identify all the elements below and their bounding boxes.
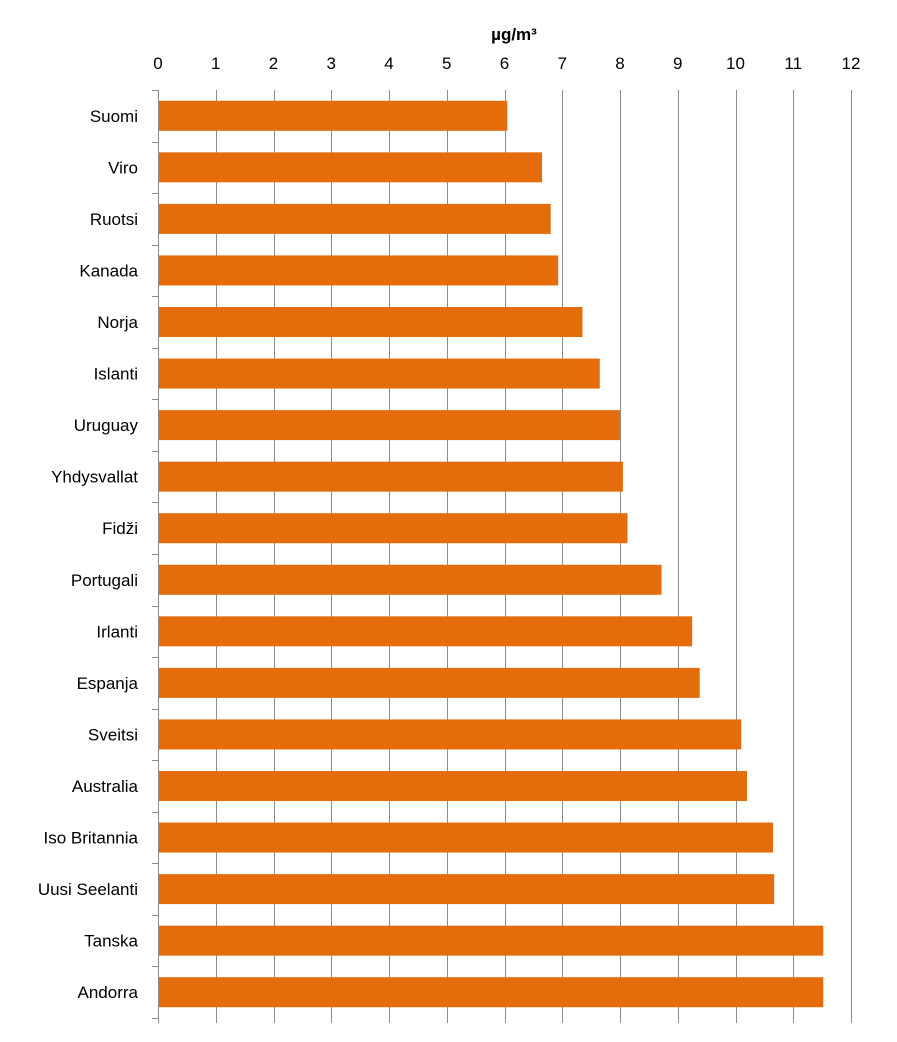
- bar-islanti: [159, 358, 600, 389]
- x-tick-label-3: 3: [327, 54, 336, 73]
- x-tick-label-12: 12: [842, 54, 861, 73]
- x-tick-label-11: 11: [784, 54, 802, 73]
- category-label: Tanska: [84, 932, 138, 951]
- category-label: Iso Britannia: [44, 829, 139, 848]
- bar-irlanti: [159, 616, 693, 647]
- category-label: Kanada: [79, 261, 138, 280]
- x-tick-label-0: 0: [153, 54, 162, 73]
- x-tick-label-1: 1: [211, 54, 220, 73]
- bar-viro: [159, 152, 543, 183]
- x-tick-label-9: 9: [673, 54, 682, 73]
- category-label: Portugali: [71, 571, 138, 590]
- category-label: Ruotsi: [90, 210, 138, 229]
- x-tick-label-8: 8: [615, 54, 624, 73]
- bar-fidži: [159, 513, 628, 544]
- bar-iso-britannia: [159, 822, 774, 853]
- bar-australia: [159, 771, 748, 801]
- category-label: Norja: [97, 313, 138, 332]
- bars: [159, 100, 824, 1008]
- bar-andorra: [159, 977, 824, 1008]
- x-tick-label-10: 10: [726, 54, 745, 73]
- bar-suomi: [159, 100, 508, 131]
- x-tick-label-6: 6: [500, 54, 509, 73]
- category-label: Islanti: [94, 365, 138, 384]
- category-label: Andorra: [78, 983, 139, 1002]
- x-tick-label-5: 5: [442, 54, 451, 73]
- category-label: Australia: [72, 777, 139, 796]
- bar-espanja: [159, 667, 700, 698]
- category-label: Espanja: [77, 674, 139, 693]
- bar-ruotsi: [159, 203, 551, 234]
- gridlines: [158, 90, 852, 1023]
- bar-uruguay: [159, 410, 620, 441]
- category-label: Uruguay: [74, 416, 139, 435]
- category-label: Sveitsi: [88, 725, 138, 744]
- x-tick-label-7: 7: [558, 54, 567, 73]
- bar-portugali: [159, 564, 662, 595]
- bar-tanska: [159, 925, 824, 956]
- category-label: Yhdysvallat: [51, 468, 138, 487]
- category-label: Irlanti: [96, 622, 138, 641]
- y-axis: [152, 90, 158, 1019]
- bar-sveitsi: [159, 719, 742, 750]
- bar-uusi-seelanti: [159, 874, 775, 905]
- category-label: Viro: [108, 158, 138, 177]
- x-tick-label-4: 4: [384, 54, 393, 73]
- x-axis-title: µg/m³: [491, 25, 537, 44]
- x-tick-label-2: 2: [269, 54, 278, 73]
- category-label: Uusi Seelanti: [38, 880, 138, 899]
- bar-yhdysvallat: [159, 461, 623, 492]
- category-labels: Suomi Viro Ruotsi Kanada Norja Islanti Uruguay…: [38, 107, 139, 1002]
- x-axis-tick-labels: 0 1 2 3 4 5 6 7 8 9 10 11 12: [153, 54, 860, 73]
- category-label: Suomi: [90, 107, 138, 126]
- bar-kanada: [159, 255, 559, 286]
- category-label: Fidži: [102, 519, 138, 538]
- bar-norja: [159, 307, 583, 337]
